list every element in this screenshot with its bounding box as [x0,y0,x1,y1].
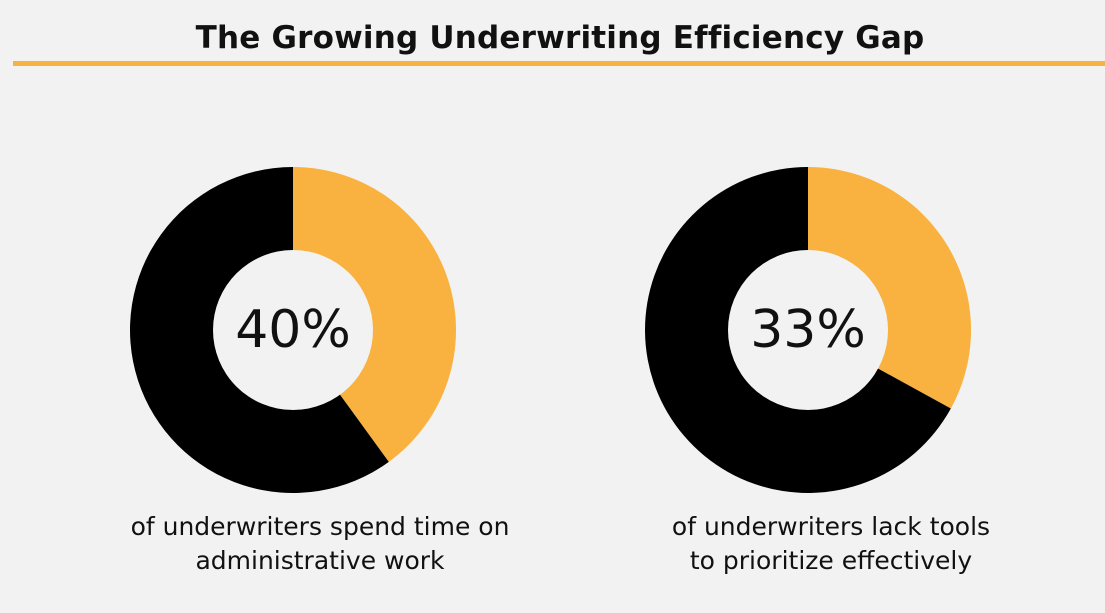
caption-line: administrative work [195,546,445,575]
donut-hole [728,250,888,410]
donut-chart-admin-work: 40% [128,165,458,495]
donut-caption-prioritize-tools: of underwriters lack tools to prioritize… [591,510,1071,578]
donut-slice-highlight [293,167,457,462]
page-title: The Growing Underwriting Efficiency Gap [195,20,925,56]
donut-center-label: 40% [235,300,351,360]
donut-caption-admin-work: of underwriters spend time on administra… [80,510,560,578]
donut-svg [130,167,457,493]
donut-center-label: 33% [750,300,866,360]
caption-line: of underwriters spend time on [130,512,510,541]
donut-svg [645,167,972,493]
caption-line: to prioritize effectively [689,546,973,575]
caption-line: of underwriters lack tools [671,512,991,541]
donut-hole [213,250,373,410]
title-underline [13,61,1105,66]
donut-chart-prioritize-tools: 33% [643,165,973,495]
